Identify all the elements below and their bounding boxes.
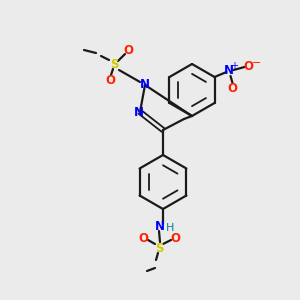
Text: N: N: [134, 106, 144, 118]
Text: O: O: [227, 82, 238, 94]
Text: H: H: [166, 223, 174, 233]
Text: O: O: [123, 44, 133, 58]
Text: +: +: [230, 61, 238, 71]
Text: O: O: [105, 74, 115, 86]
Text: N: N: [140, 79, 150, 92]
Text: N: N: [155, 220, 165, 232]
Text: S: S: [110, 58, 118, 71]
Text: −: −: [252, 58, 261, 68]
Text: O: O: [138, 232, 148, 244]
Text: O: O: [244, 61, 254, 74]
Text: N: N: [224, 64, 233, 77]
Text: O: O: [170, 232, 180, 244]
Text: S: S: [155, 242, 163, 254]
